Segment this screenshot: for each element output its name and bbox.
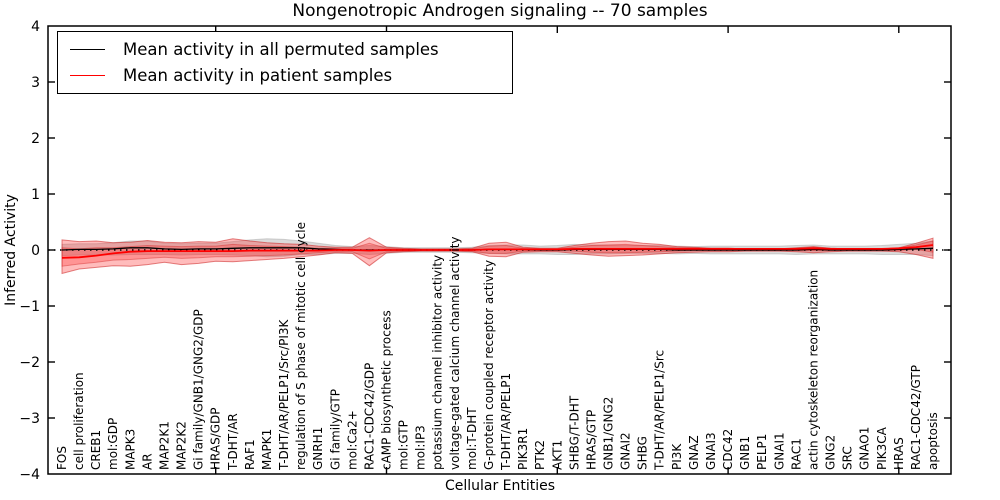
x-category-label: voltage-gated calcium channel activity bbox=[448, 236, 462, 470]
x-category-label: CREB1 bbox=[89, 430, 103, 470]
x-category-label: T-DHT/AR/PELP1/Src bbox=[653, 350, 667, 471]
y-tick-label: 4 bbox=[31, 19, 40, 35]
legend: Mean activity in all permuted samples Me… bbox=[57, 31, 513, 94]
permuted-line-swatch bbox=[70, 49, 105, 50]
x-category-label: RAC1-CDC42/GTP bbox=[909, 365, 923, 470]
x-category-label: G-protein coupled receptor activity bbox=[482, 260, 496, 470]
x-category-label: PIK3CA bbox=[875, 426, 889, 470]
x-category-label: HRAS bbox=[892, 437, 906, 470]
x-category-label: MAP2K2 bbox=[175, 421, 189, 470]
y-tick-label: 1 bbox=[31, 187, 40, 203]
x-category-label: GNRH1 bbox=[311, 427, 325, 470]
x-category-label: MAP2K1 bbox=[158, 421, 172, 470]
y-tick-label: 3 bbox=[31, 75, 40, 91]
x-category-label: SRC bbox=[841, 446, 855, 470]
x-category-label: T-DHT/AR/PELP1 bbox=[499, 373, 513, 471]
patient-samples-outer-band bbox=[61, 237, 934, 275]
x-category-label: PIK3R1 bbox=[516, 428, 530, 470]
x-category-label: RAF1 bbox=[243, 439, 257, 470]
chart-title: Nongenotropic Androgen signaling -- 70 s… bbox=[292, 1, 708, 21]
x-category-label: SHBG/T-DHT bbox=[567, 395, 581, 470]
x-category-label: GNG2 bbox=[824, 435, 838, 470]
y-tick-label: 0 bbox=[31, 243, 40, 259]
x-category-label: FOS bbox=[55, 446, 69, 470]
x-category-label: CDC42 bbox=[721, 429, 735, 470]
x-category-label: GNAZ bbox=[687, 435, 701, 470]
x-category-label: SHBG bbox=[636, 436, 650, 470]
x-category-label: AKT1 bbox=[550, 440, 564, 470]
y-axis-label: Inferred Activity bbox=[3, 194, 19, 306]
x-category-label: mol:Ca2+ bbox=[345, 410, 359, 470]
y-tick-label: −2 bbox=[19, 355, 40, 371]
x-category-label: mol:T-DHT bbox=[465, 407, 479, 470]
x-category-label: PI3K bbox=[670, 443, 684, 470]
legend-label-permuted: Mean activity in all permuted samples bbox=[123, 39, 439, 59]
y-tick-label: 2 bbox=[31, 131, 40, 147]
x-category-label: GNAI3 bbox=[704, 432, 718, 470]
y-tick-label: −3 bbox=[19, 411, 40, 427]
x-category-label: PTK2 bbox=[533, 440, 547, 470]
y-tick-label: −4 bbox=[19, 467, 40, 483]
x-category-label: cAMP biosynthetic process bbox=[380, 310, 394, 470]
legend-label-patient: Mean activity in patient samples bbox=[123, 65, 393, 85]
x-category-label: mol:IP3 bbox=[414, 425, 428, 470]
x-category-label: cell proliferation bbox=[72, 372, 86, 470]
x-category-label: GNAI2 bbox=[619, 432, 633, 470]
x-category-label: T-DHT/AR/PELP1/Src/PI3K bbox=[277, 318, 291, 471]
x-category-label: MAPK1 bbox=[260, 429, 274, 470]
x-category-label: apoptosis bbox=[926, 412, 940, 470]
x-axis-label: Cellular Entities bbox=[444, 478, 556, 494]
x-category-label: potassium channel inhibitor activity bbox=[431, 255, 445, 470]
x-category-label: GNB1/GNG2 bbox=[602, 397, 616, 470]
x-category-label: HRAS/GTP bbox=[584, 410, 598, 470]
x-category-label: mol:GTP bbox=[397, 420, 411, 470]
legend-entry-patient: Mean activity in patient samples bbox=[70, 65, 512, 85]
x-category-label: GNAI1 bbox=[772, 432, 786, 470]
x-category-label: RAC1 bbox=[789, 438, 803, 470]
x-category-label: AR bbox=[140, 453, 154, 470]
x-category-label: mol:GDP bbox=[106, 418, 120, 470]
legend-entry-permuted: Mean activity in all permuted samples bbox=[70, 39, 512, 59]
y-tick-label: −1 bbox=[19, 299, 40, 315]
x-category-label: GNAO1 bbox=[858, 427, 872, 470]
x-category-label: actin cytoskeleton reorganization bbox=[807, 270, 821, 470]
x-category-label: Gi family/GNB1/GNG2/GDP bbox=[192, 309, 206, 470]
x-category-label: regulation of S phase of mitotic cell cy… bbox=[294, 222, 308, 470]
patient-line-swatch bbox=[70, 75, 105, 76]
patient-mean-line bbox=[61, 244, 934, 259]
x-category-label: PELP1 bbox=[755, 434, 769, 470]
x-category-label: RAC1-CDC42/GDP bbox=[362, 363, 376, 470]
x-category-label: GNB1 bbox=[738, 436, 752, 470]
x-category-label: Gi family/GTP bbox=[328, 389, 342, 470]
x-category-label: T-DHT/AR bbox=[226, 413, 240, 471]
x-category-label: HRAS/GDP bbox=[209, 407, 223, 470]
x-category-label: MAPK3 bbox=[123, 429, 137, 470]
